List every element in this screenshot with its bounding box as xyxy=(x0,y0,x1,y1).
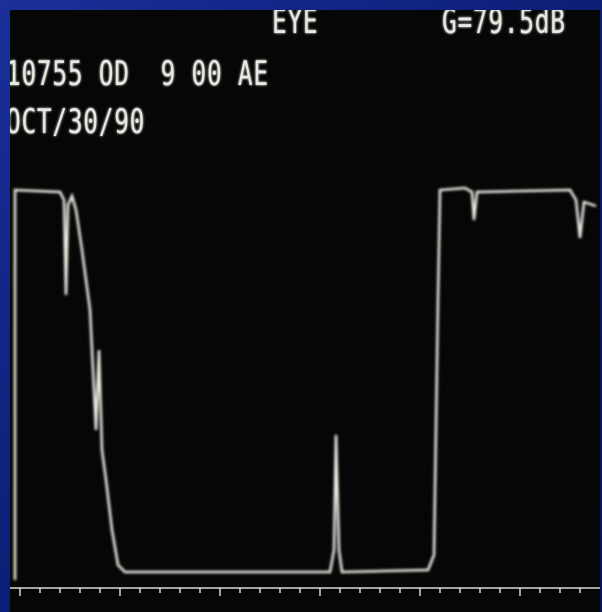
patient-line: 10755 OD 9 00 AE xyxy=(10,54,269,94)
depth-ruler xyxy=(10,587,600,596)
mode-label: EYE xyxy=(272,10,319,42)
a-scan-trace xyxy=(13,186,597,580)
gain-label: G=79.5dB xyxy=(442,10,566,42)
date-label: OCT/30/90 xyxy=(10,102,146,142)
waveform-plot xyxy=(10,186,600,596)
scope-screen: EYE G=79.5dB 10755 OD 9 00 AE OCT/30/90 xyxy=(10,10,600,612)
